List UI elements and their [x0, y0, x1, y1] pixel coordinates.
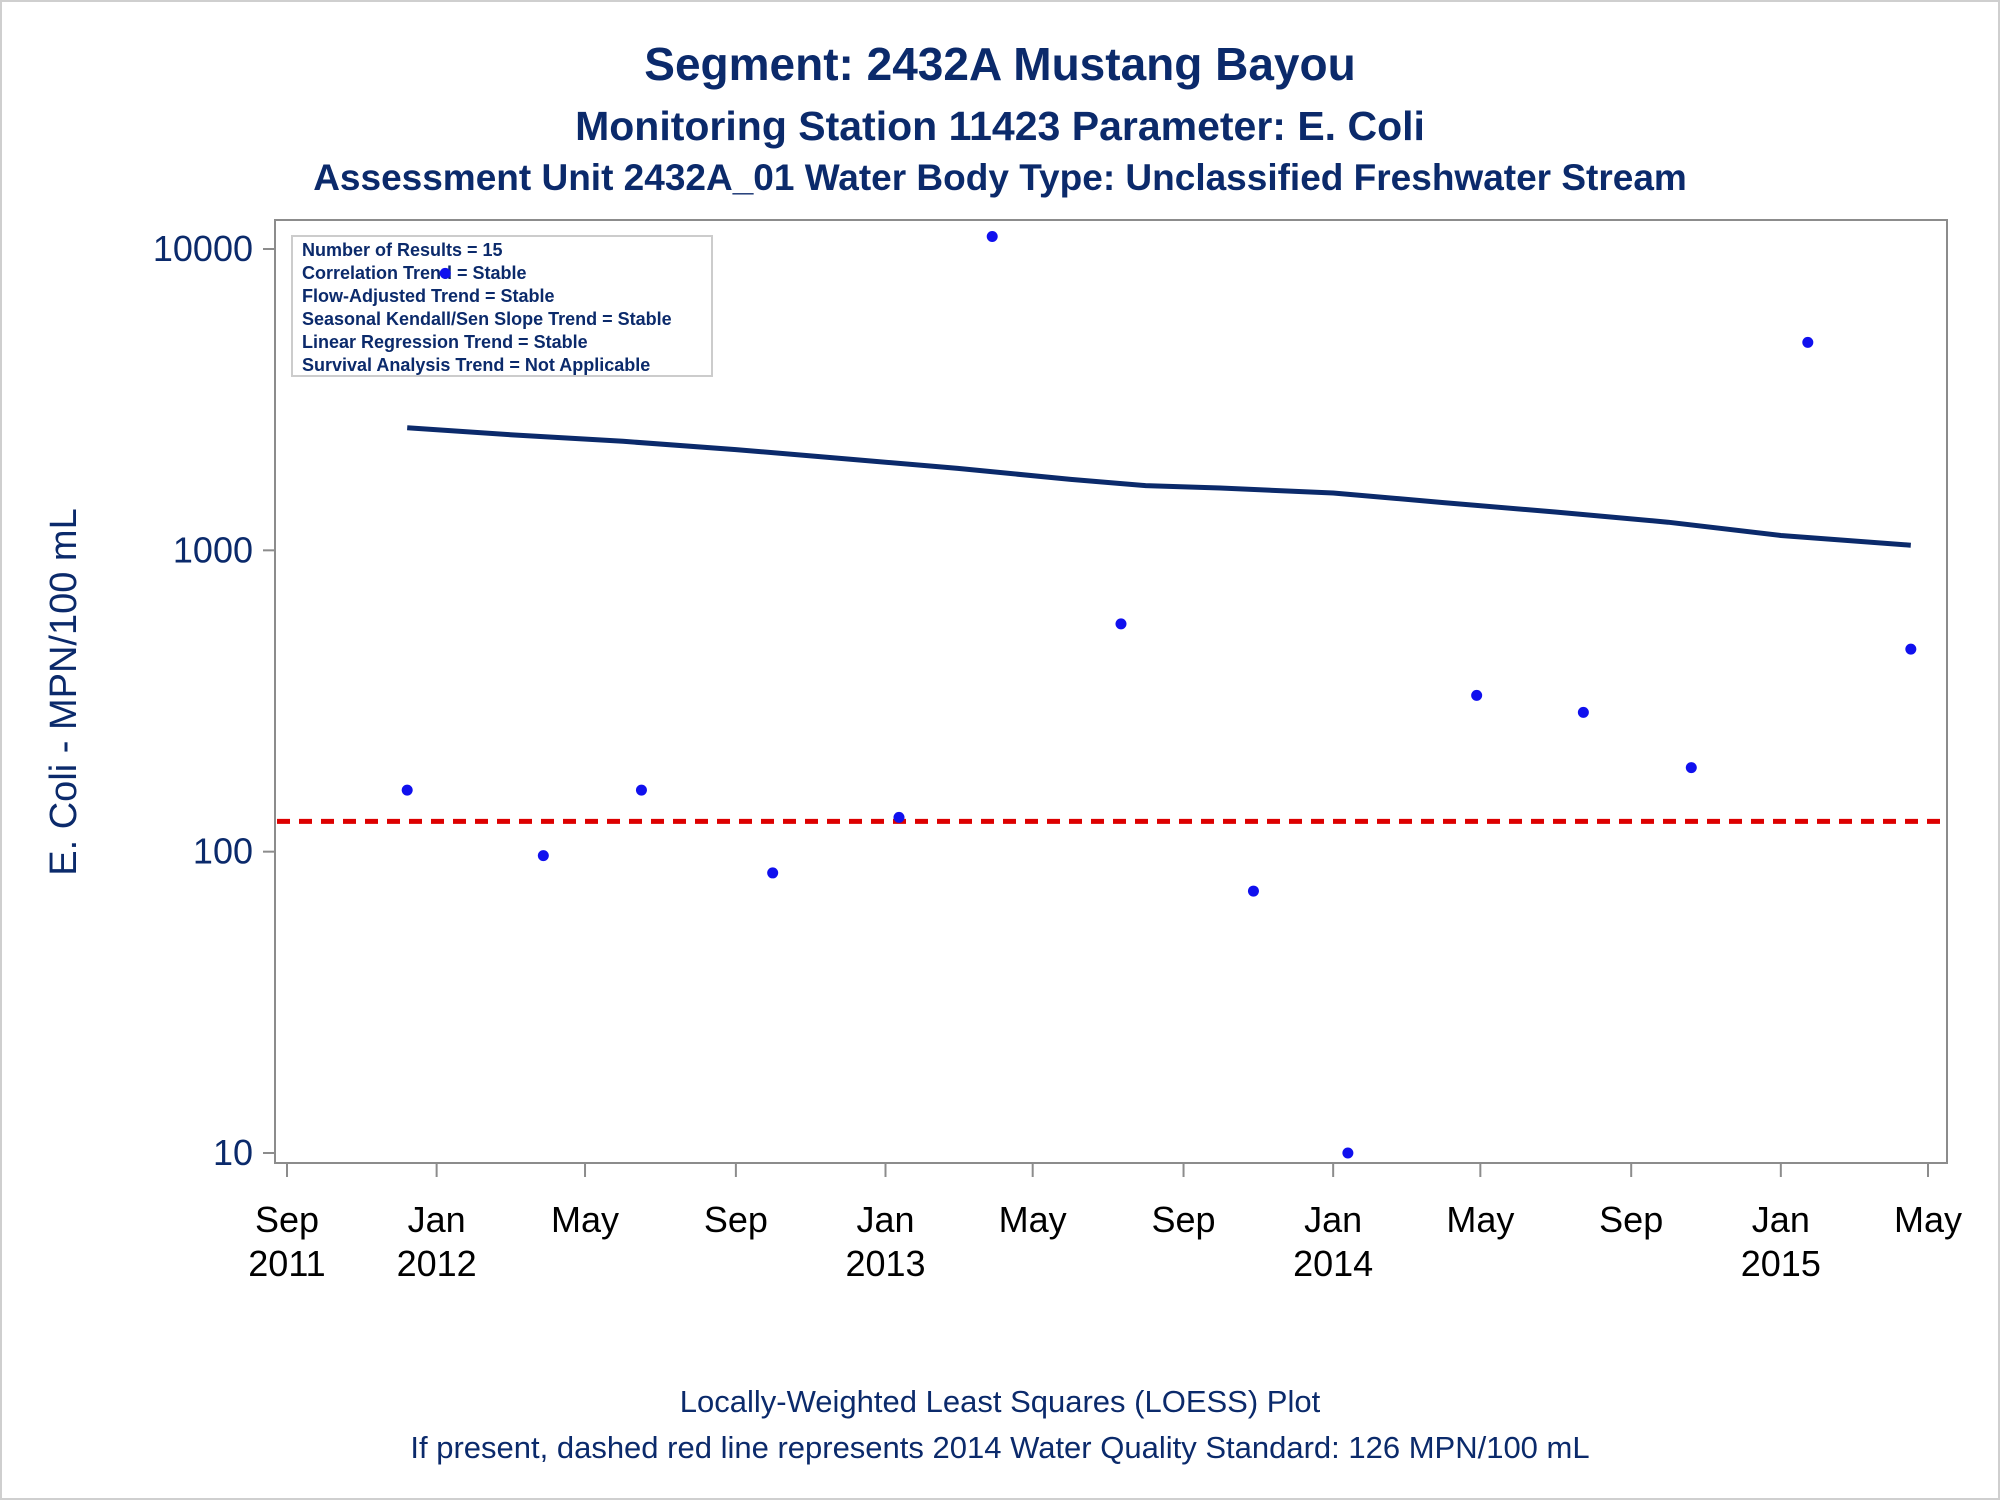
x-tick-year-label: 2013 — [845, 1243, 925, 1284]
x-tick-label: Jan — [1304, 1199, 1362, 1240]
x-tick-label: May — [1446, 1199, 1514, 1240]
data-point — [439, 267, 451, 279]
x-tick-label: May — [551, 1199, 619, 1240]
data-point — [537, 850, 549, 862]
chart-subtitle-2: Assessment Unit 2432A_01 Water Body Type… — [313, 157, 1687, 198]
y-tick-label: 100 — [193, 831, 253, 872]
stat-survival-analysis-trend: Survival Analysis Trend = Not Applicable — [302, 355, 650, 375]
stats-box-frame — [291, 235, 713, 377]
x-tick-label: Sep — [255, 1199, 319, 1240]
stat-number-of-results: Number of Results = 15 — [302, 240, 503, 260]
stat-flow-adjusted-trend: Flow-Adjusted Trend = Stable — [302, 286, 555, 306]
x-tick-label: Jan — [1752, 1199, 1810, 1240]
data-point — [986, 231, 998, 243]
data-point — [767, 867, 779, 879]
data-point — [1247, 885, 1259, 897]
x-tick-year-label: 2014 — [1293, 1243, 1373, 1284]
stat-linear-regression-trend: Linear Regression Trend = Stable — [302, 332, 588, 352]
footnote-standard: If present, dashed red line represents 2… — [410, 1430, 1589, 1465]
data-point — [1905, 643, 1917, 655]
data-point — [1685, 762, 1697, 774]
stat-seasonal-kendall-trend: Seasonal Kendall/Sen Slope Trend = Stabl… — [302, 309, 672, 329]
x-tick-year-label: 2015 — [1741, 1243, 1821, 1284]
chart-title: Segment: 2432A Mustang Bayou — [644, 38, 1355, 90]
points-layer — [401, 231, 1917, 1159]
footnote-loess: Locally-Weighted Least Squares (LOESS) P… — [680, 1384, 1321, 1419]
y-tick-label: 10 — [213, 1132, 253, 1173]
x-tick-label: Sep — [1152, 1199, 1216, 1240]
data-point — [893, 811, 905, 823]
x-tick-label: Jan — [408, 1199, 466, 1240]
y-axis-label: E. Coli - MPN/100 mL — [43, 508, 85, 875]
data-point — [401, 784, 413, 796]
data-point — [1577, 706, 1589, 718]
stats-box: Number of Results = 15 Correlation Trend… — [291, 235, 713, 377]
data-point — [1115, 618, 1127, 630]
x-tick-year-label: 2011 — [248, 1243, 325, 1284]
x-tick-year-label: 2012 — [397, 1243, 477, 1284]
x-tick-label: Jan — [856, 1199, 914, 1240]
data-point — [1802, 336, 1814, 348]
loess-curve — [407, 425, 1911, 548]
data-point — [635, 784, 647, 796]
y-tick-label: 10000 — [153, 228, 253, 269]
data-point — [1471, 689, 1483, 701]
chart-subtitle: Monitoring Station 11423 Parameter: E. C… — [575, 103, 1425, 149]
x-tick-label: May — [1894, 1199, 1962, 1240]
x-tick-label: May — [999, 1199, 1067, 1240]
stat-correlation-trend: Correlation Trend = Stable — [302, 263, 527, 283]
x-tick-label: Sep — [704, 1199, 768, 1240]
y-axis: 10 100 1000 10000 — [153, 228, 275, 1173]
loess-layer — [407, 425, 1911, 548]
data-point — [1342, 1147, 1354, 1159]
y-tick-label: 1000 — [173, 529, 253, 570]
x-tick-label: Sep — [1599, 1199, 1663, 1240]
